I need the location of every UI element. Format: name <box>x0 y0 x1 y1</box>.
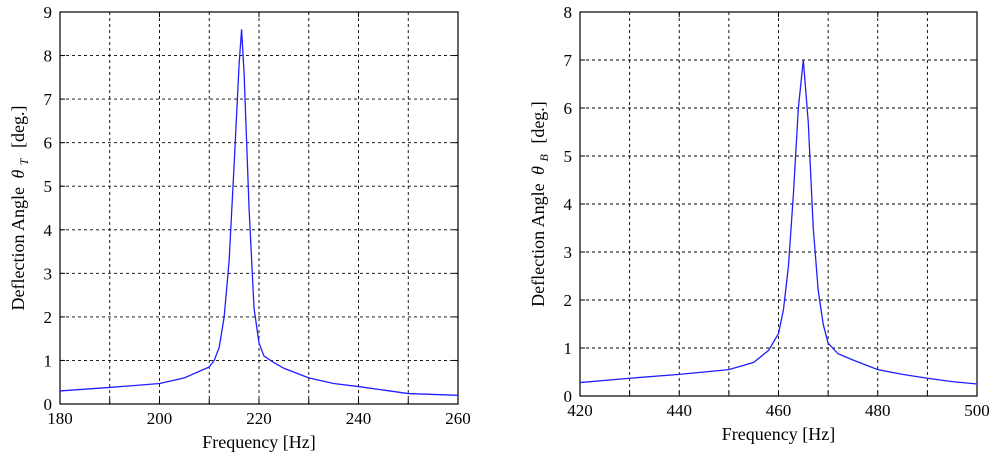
y-tick-label: 9 <box>44 3 53 22</box>
x-tick-label: 220 <box>246 409 272 428</box>
y-axis-label: Deflection Angle θ T [deg.] <box>8 106 32 311</box>
x-tick-label: 420 <box>567 401 593 420</box>
x-tick-label: 260 <box>445 409 471 428</box>
x-axis-label: Frequency [Hz] <box>722 424 835 444</box>
y-tick-label: 8 <box>44 47 53 66</box>
y-tick-label: 1 <box>564 339 573 358</box>
x-tick-label: 440 <box>667 401 693 420</box>
y-tick-label: 8 <box>564 3 573 22</box>
x-tick-label: 200 <box>147 409 173 428</box>
y-tick-label: 4 <box>564 195 573 214</box>
x-tick-label: 240 <box>346 409 372 428</box>
series-line <box>579 59 978 385</box>
y-tick-label: 3 <box>44 264 53 283</box>
x-tick-label: 480 <box>865 401 891 420</box>
y-tick-label: 6 <box>564 99 573 118</box>
y-tick-label: 5 <box>564 147 573 166</box>
y-tick-label: 7 <box>564 51 573 70</box>
series-line <box>59 29 459 396</box>
y-tick-label: 0 <box>44 395 53 414</box>
x-axis-label: Frequency [Hz] <box>202 432 315 452</box>
y-tick-label: 2 <box>564 291 573 310</box>
y-tick-label: 4 <box>44 221 53 240</box>
chart-deflection-theta-t: 180 200 220 240 260 0 1 2 3 4 5 6 7 8 9 Frequency [Hz]… <box>8 3 471 452</box>
y-tick-label: 2 <box>44 308 53 327</box>
y-axis-label: Deflection Angle θ B [deg.] <box>528 101 552 307</box>
y-tick-label: 3 <box>564 243 573 262</box>
y-tick-label: 7 <box>44 90 53 109</box>
plot-frame <box>59 11 459 405</box>
y-tick-label: 6 <box>44 134 53 153</box>
x-tick-label: 180 <box>47 409 73 428</box>
x-tick-label: 460 <box>766 401 792 420</box>
y-tick-label: 0 <box>564 387 573 406</box>
x-tick-label: 500 <box>964 401 990 420</box>
y-tick-label: 5 <box>44 177 53 196</box>
y-tick-label: 1 <box>44 351 53 370</box>
